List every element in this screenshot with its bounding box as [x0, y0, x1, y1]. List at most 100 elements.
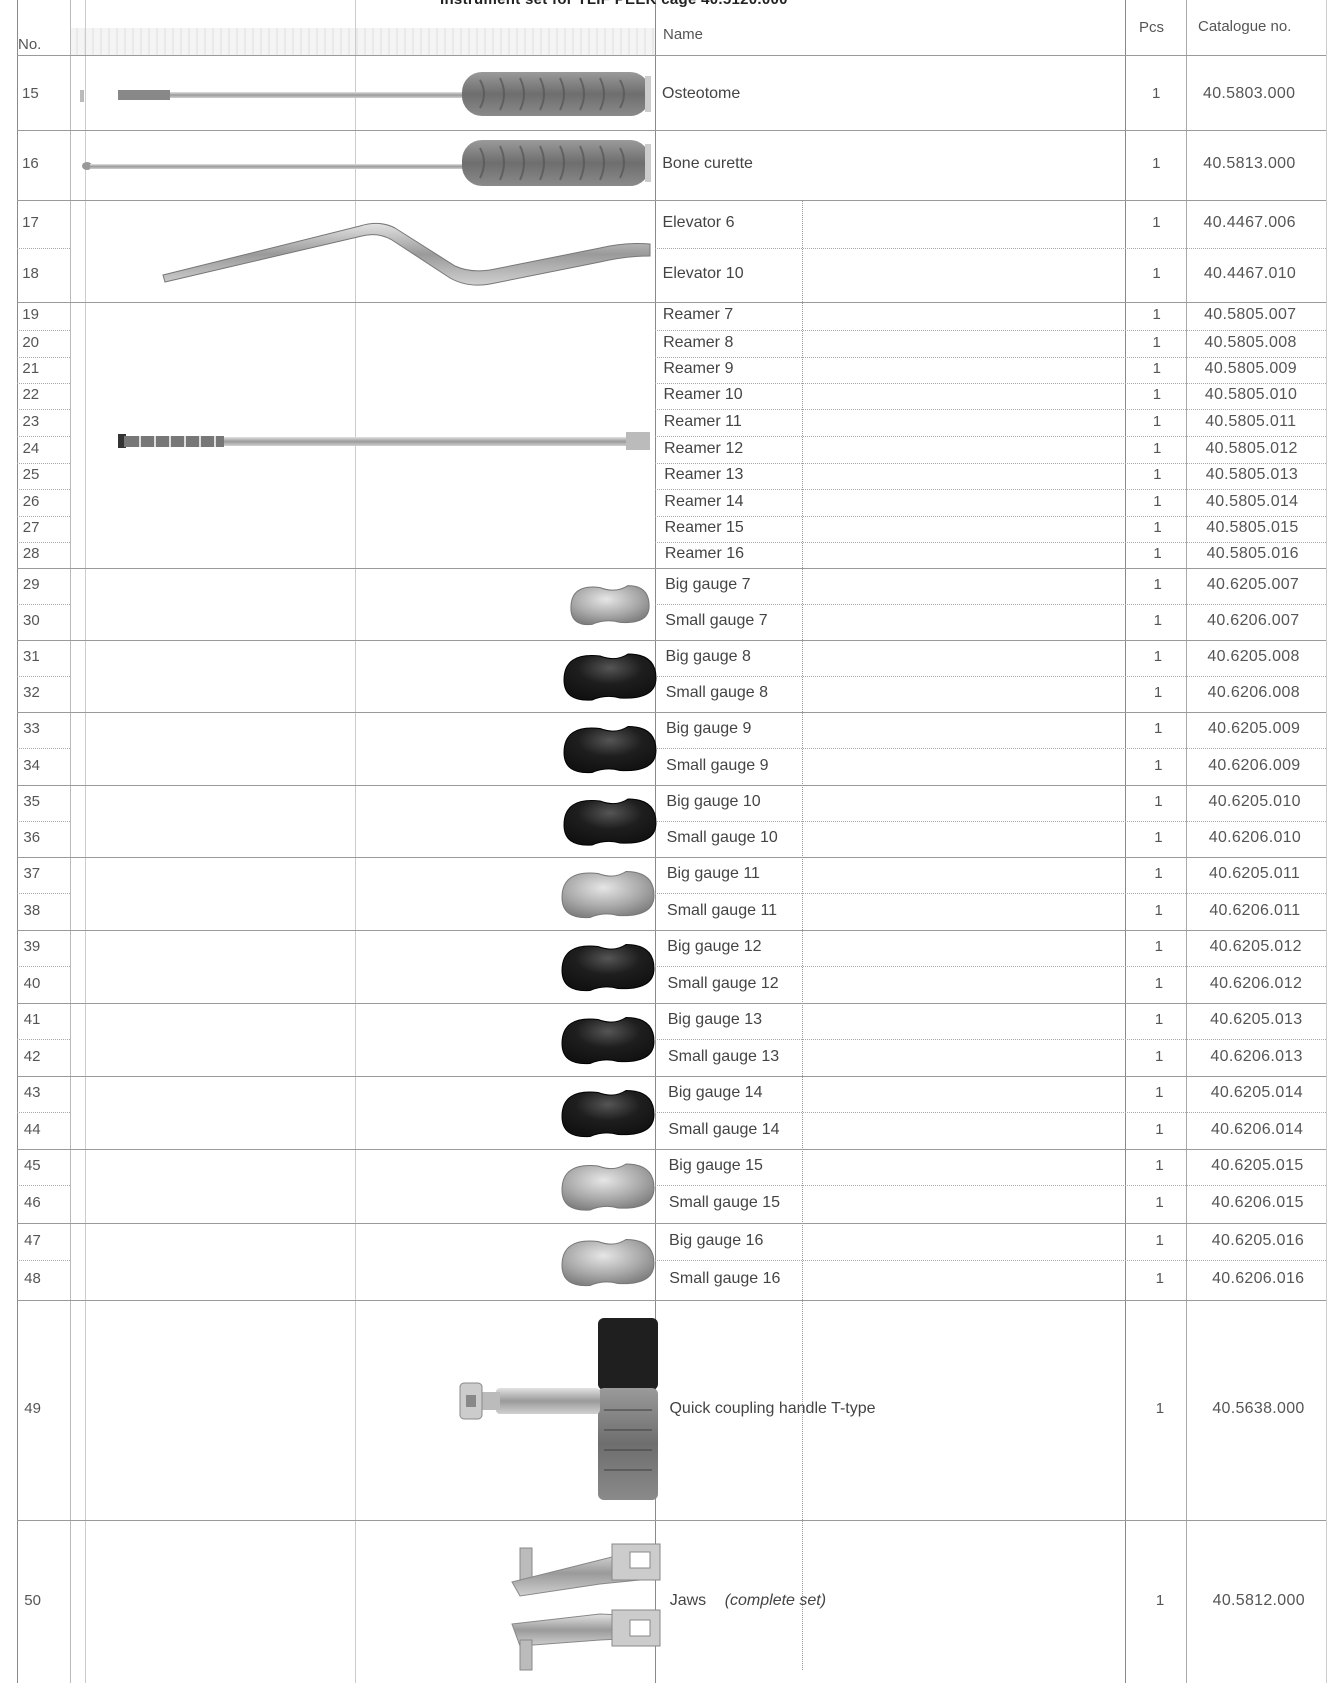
row-separator [17, 1223, 1326, 1224]
item-name: Small gauge 13 [667, 1047, 780, 1065]
row-separator [655, 604, 1326, 605]
item-name: Osteotome [662, 85, 741, 102]
row-number: 46 [24, 1194, 41, 1211]
item-name: Big gauge 9 [665, 720, 752, 737]
document-title: Instrument set for TLIF PEEK cage 40.512… [440, 0, 788, 8]
row-number: 19 [22, 306, 39, 323]
item-name: Big gauge 14 [668, 1084, 763, 1101]
row-separator [655, 330, 1326, 331]
item-pcs: 1 [1153, 576, 1162, 593]
gauge-light [561, 1163, 655, 1211]
item-name: Big gauge 12 [667, 938, 762, 955]
item-pcs: 1 [1152, 386, 1162, 403]
row-separator [655, 248, 1326, 249]
item-name: Small gauge 10 [666, 829, 778, 846]
item-pcs: 1 [1154, 938, 1163, 955]
row-number: 34 [23, 756, 40, 774]
row-number: 38 [23, 901, 41, 919]
osteotome-illustration [80, 72, 651, 116]
item-name: Elevator 10 [662, 265, 744, 282]
item-name: Reamer 12 [663, 439, 744, 457]
item-pcs: 1 [1152, 85, 1161, 102]
pcs-column-divider [1125, 0, 1126, 1683]
row-number: 18 [22, 265, 39, 282]
item-name: Big gauge 16 [669, 1231, 764, 1249]
number-separator [17, 516, 70, 517]
item-name: Bone curette [662, 155, 753, 172]
gauge-dark [563, 798, 657, 846]
item-pcs: 1 [1153, 720, 1163, 737]
row-separator [655, 357, 1326, 358]
row-number: 47 [24, 1231, 41, 1249]
row-number: 26 [22, 492, 40, 510]
row-number: 25 [22, 466, 40, 483]
row-number: 22 [22, 386, 40, 403]
item-pcs: 1 [1154, 756, 1163, 774]
item-name: Reamer 10 [663, 386, 743, 403]
item-catalogue: 40.5805.014 [1206, 492, 1299, 510]
item-name: Big gauge 7 [665, 576, 751, 593]
item-catalogue: 40.6205.016 [1211, 1231, 1305, 1249]
row-number: 30 [22, 612, 40, 629]
number-separator [17, 821, 70, 822]
item-name: Big gauge 15 [668, 1157, 763, 1174]
item-name: Small gauge 8 [665, 684, 769, 701]
item-catalogue: 40.6206.007 [1207, 612, 1300, 629]
item-name: Reamer 15 [664, 519, 744, 536]
number-separator [17, 1112, 70, 1113]
row-number: 17 [22, 214, 39, 231]
item-catalogue: 40.6206.016 [1212, 1270, 1305, 1287]
item-catalogue: 40.6205.009 [1207, 720, 1301, 737]
item-name: Small gauge 15 [668, 1194, 780, 1211]
catalogue-column-divider [1186, 0, 1187, 1683]
row-separator [17, 302, 1326, 303]
item-pcs: 1 [1152, 333, 1161, 351]
item-pcs: 1 [1155, 1120, 1164, 1138]
row-separator [17, 130, 1326, 131]
item-name: Small gauge 12 [667, 974, 779, 992]
row-separator [655, 542, 1326, 543]
item-catalogue: 40.6206.009 [1208, 756, 1301, 774]
number-separator [17, 248, 70, 249]
row-separator [17, 568, 1326, 569]
row-number: 33 [23, 720, 40, 737]
table-right-border [1326, 0, 1327, 1683]
gauge-light [570, 585, 650, 626]
item-catalogue: 40.6205.011 [1209, 865, 1301, 882]
row-number: 32 [23, 684, 40, 701]
gauge-dark [561, 1089, 655, 1138]
header-name: Name [663, 26, 704, 43]
row-separator [655, 1260, 1326, 1261]
item-pcs: 1 [1155, 1231, 1164, 1249]
row-separator [655, 1185, 1326, 1186]
bone-curette-illustration [82, 140, 651, 186]
number-separator [17, 409, 70, 410]
row-separator [17, 785, 1326, 786]
row-separator [655, 821, 1326, 822]
item-name: Big gauge 8 [665, 648, 751, 665]
item-pcs: 1 [1153, 466, 1162, 483]
row-separator [17, 930, 1326, 931]
gutter-divider [85, 0, 86, 1683]
number-separator [17, 1039, 70, 1040]
item-pcs: 1 [1153, 648, 1163, 665]
item-name: Reamer 16 [664, 545, 745, 562]
row-number: 42 [23, 1047, 41, 1065]
number-separator [17, 966, 70, 967]
item-name: Big gauge 13 [667, 1011, 763, 1028]
reamer-illustration [118, 432, 650, 450]
row-number: 40 [23, 974, 41, 992]
number-separator [17, 489, 70, 490]
row-number: 21 [22, 360, 40, 377]
row-separator [655, 489, 1326, 490]
number-separator [17, 330, 70, 331]
header-bottom-rule [17, 55, 1326, 56]
item-catalogue: 40.6205.015 [1211, 1157, 1304, 1174]
row-separator [655, 1112, 1326, 1113]
item-pcs: 1 [1153, 519, 1162, 536]
item-pcs: 1 [1155, 1591, 1165, 1609]
item-name: Reamer 14 [664, 492, 744, 510]
item-catalogue: 40.5813.000 [1203, 155, 1296, 172]
item-pcs: 1 [1154, 901, 1163, 919]
